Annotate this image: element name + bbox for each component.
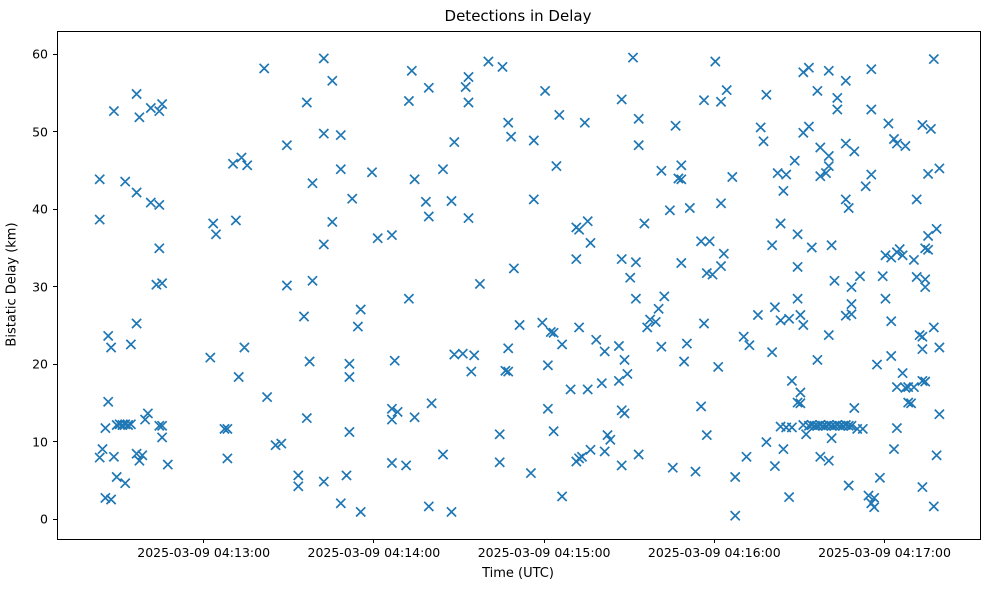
y-tick-mark (53, 53, 57, 55)
x-tick-mark (713, 539, 715, 543)
y-tick-mark (53, 208, 57, 210)
y-tick-label: 50 (32, 124, 48, 140)
y-tick-mark (53, 286, 57, 288)
y-tick-label: 10 (32, 434, 48, 450)
chart-title: Detections in Delay (444, 7, 592, 25)
x-tick-mark (543, 539, 545, 543)
y-tick-mark (53, 363, 57, 365)
y-tick-label: 20 (32, 356, 48, 372)
y-tick-label: 30 (32, 279, 48, 295)
x-tick-label: 2025-03-09 04:14:00 (307, 545, 441, 560)
x-tick-mark (884, 539, 886, 543)
x-tick-label: 2025-03-09 04:16:00 (647, 545, 781, 560)
y-tick-label: 60 (32, 46, 48, 62)
x-axis-label: Time (UTC) (482, 566, 554, 581)
y-tick-mark (53, 441, 57, 443)
plot-area (57, 31, 981, 540)
x-tick-mark (203, 539, 205, 543)
x-tick-label: 2025-03-09 04:17:00 (818, 545, 951, 560)
x-tick-label: 2025-03-09 04:15:00 (477, 545, 611, 560)
y-tick-mark (53, 131, 57, 133)
x-tick-mark (373, 539, 375, 543)
y-tick-label: 0 (40, 511, 48, 527)
x-tick-label: 2025-03-09 04:13:00 (137, 545, 271, 560)
y-tick-mark (53, 518, 57, 520)
scatter-points-layer (94, 52, 945, 521)
y-tick-label: 40 (32, 201, 48, 217)
scatter-marker-path (94, 52, 945, 521)
